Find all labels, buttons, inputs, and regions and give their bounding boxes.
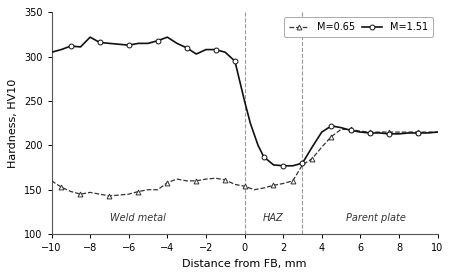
Text: Weld metal: Weld metal (110, 214, 166, 224)
Legend: M=0.65, M=1.51: M=0.65, M=1.51 (284, 17, 432, 37)
Text: HAZ: HAZ (262, 214, 283, 224)
Text: Parent plate: Parent plate (345, 214, 405, 224)
X-axis label: Distance from FB, mm: Distance from FB, mm (182, 259, 306, 269)
Y-axis label: Hardness, HV10: Hardness, HV10 (8, 79, 18, 168)
